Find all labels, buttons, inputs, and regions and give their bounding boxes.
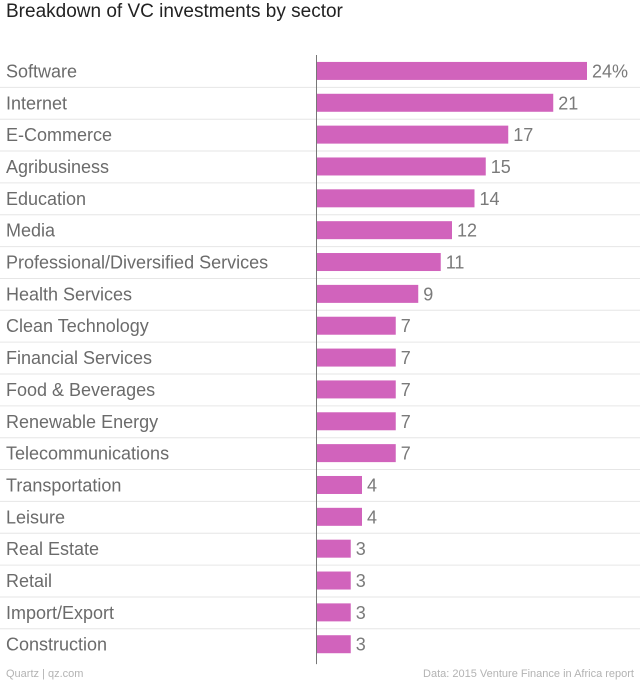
value-label: 7: [401, 444, 411, 464]
value-label: 3: [356, 603, 366, 623]
category-label: Education: [6, 189, 86, 209]
bar: [317, 157, 486, 176]
category-label: Leisure: [6, 507, 65, 527]
category-label: Financial Services: [6, 348, 152, 368]
bar: [317, 348, 396, 367]
value-label: 17: [513, 125, 533, 145]
bar: [317, 603, 351, 622]
category-label: Software: [6, 61, 77, 81]
bar: [317, 221, 452, 240]
bar: [317, 571, 351, 590]
category-label: Clean Technology: [6, 316, 149, 336]
value-label: 3: [356, 571, 366, 591]
category-label: Media: [6, 221, 56, 241]
bar: [317, 444, 396, 463]
value-label: 14: [480, 189, 500, 209]
bar: [317, 539, 351, 558]
category-label: Food & Beverages: [6, 380, 155, 400]
bar: [317, 61, 587, 80]
value-label: 7: [401, 412, 411, 432]
bar: [317, 284, 419, 303]
value-label: 3: [356, 635, 366, 655]
bar: [317, 253, 441, 272]
bar: [317, 412, 396, 431]
bar: [317, 189, 475, 208]
chart-title: Breakdown of VC investments by sector: [6, 1, 343, 22]
value-label: 12: [457, 221, 477, 241]
value-label: 7: [401, 316, 411, 336]
footer-credit: Quartz | qz.com: [6, 668, 84, 680]
bar: [317, 125, 509, 144]
bar: [317, 93, 554, 112]
value-label: 4: [367, 475, 377, 495]
value-label: 15: [491, 157, 511, 177]
footer-source: Data: 2015 Venture Finance in Africa rep…: [423, 668, 634, 680]
category-label: Professional/Diversified Services: [6, 253, 268, 273]
category-label: Retail: [6, 571, 52, 591]
bar: [317, 316, 396, 335]
category-label: Health Services: [6, 284, 132, 304]
category-label: Agribusiness: [6, 157, 109, 177]
value-label: 7: [401, 380, 411, 400]
value-label: 21: [558, 93, 578, 113]
bar: [317, 507, 362, 526]
bar: [317, 635, 351, 654]
category-label: Import/Export: [6, 603, 114, 623]
category-label: Renewable Energy: [6, 412, 158, 432]
value-label: 4: [367, 507, 377, 527]
category-label: Internet: [6, 93, 67, 113]
category-label: Construction: [6, 635, 107, 655]
value-label: 7: [401, 348, 411, 368]
category-label: Transportation: [6, 475, 121, 495]
value-label: 11: [446, 253, 465, 273]
value-label: 3: [356, 539, 366, 559]
value-label: 24%: [592, 61, 628, 81]
bar: [317, 475, 362, 494]
category-label: E-Commerce: [6, 125, 112, 145]
category-label: Telecommunications: [6, 444, 169, 464]
value-label: 9: [423, 284, 433, 304]
bar: [317, 380, 396, 399]
category-label: Real Estate: [6, 539, 99, 559]
